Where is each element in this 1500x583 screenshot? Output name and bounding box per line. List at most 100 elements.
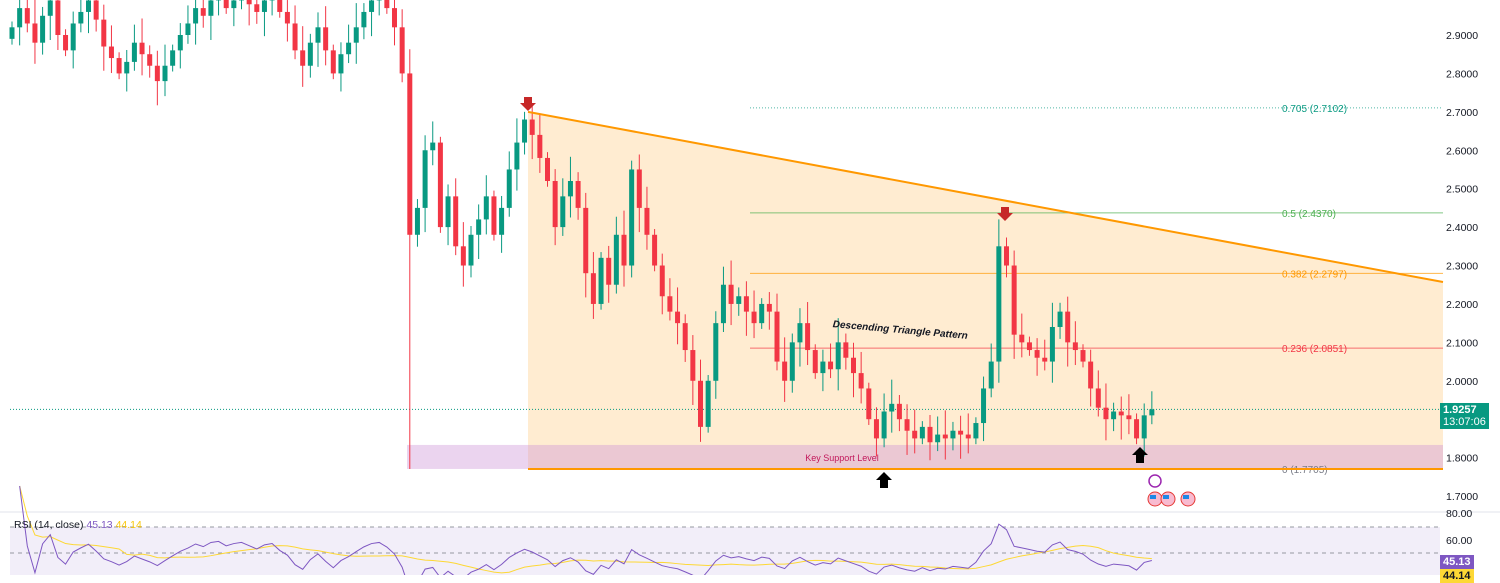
candle-body [928,427,933,442]
candle-body [629,169,634,265]
candle-body [683,323,688,350]
candle-body [591,273,596,304]
candle-body [507,169,512,207]
candle [415,199,420,247]
candle [48,0,53,40]
candle [469,226,474,277]
support-label: Key Support Level [805,453,879,463]
down-arrow-icon [520,97,536,111]
candle-body [851,358,856,373]
price-tick: 2.8000 [1446,68,1478,80]
candle [316,12,321,67]
candle-body [820,362,825,374]
candle-body [889,404,894,412]
candle-body [476,219,481,234]
candle-body [599,258,604,304]
rsi-title: RSI (14, close) [14,519,83,531]
fib-label: 0.236 (2.0851) [1282,344,1347,355]
candle-body [208,0,213,15]
candle [63,29,68,56]
candle [331,45,336,80]
candle-body [285,12,290,24]
candle [323,6,328,65]
candle [461,222,466,287]
candle-body [140,43,145,55]
candle-body [1119,412,1124,416]
candle-body [1073,342,1078,350]
candle [170,45,175,72]
rsi-tick: 80.00 [1446,508,1472,520]
candle-body [996,246,1001,361]
candle-body [316,27,321,42]
candle-body [48,0,53,15]
candle-body [170,50,175,65]
candle-body [1012,266,1017,335]
candle-body [354,27,359,42]
up-arrow-icon [876,472,892,488]
candle-body [10,27,15,39]
price-tick: 2.0000 [1446,376,1478,388]
candle-body [874,419,879,438]
candle [338,42,343,91]
candle-body [132,43,137,62]
candle-body [813,350,818,373]
candle-body [224,0,229,8]
candle-body [775,312,780,362]
candle-body [667,296,672,311]
rsi-legend: RSI (14, close) 45.13 44.14 [14,519,142,531]
candle [514,118,519,190]
candle [384,0,389,14]
rsi-band [10,527,1440,575]
candle-body [583,208,588,273]
candle [361,3,366,39]
candle-body [446,196,451,227]
candle-body [782,362,787,381]
candle [254,0,259,24]
candle [423,135,428,232]
rsi-ma-badge: 44.14 [1440,569,1474,583]
candle [629,161,634,278]
candle [94,0,99,32]
candle-body [752,312,757,324]
candle-body [537,135,542,158]
candle-body [1027,342,1032,350]
candle [522,112,527,155]
candle-body [361,12,366,27]
flag-canton [1150,495,1156,499]
candle-body [553,181,558,227]
candle-body [117,58,122,73]
candle [201,0,206,28]
candle-body [690,350,695,381]
candle-body [231,0,236,8]
candle-body [163,66,168,81]
candle-body [897,404,902,419]
candle [300,26,305,87]
candle-body [706,381,711,427]
candle [55,0,60,50]
candle [140,18,145,75]
candle-body [1058,312,1063,327]
candle-body [560,196,565,227]
candle [71,12,76,69]
current-price-badge: 1.9257 13:07:06 [1440,403,1489,429]
candle-body [905,419,910,431]
candle [17,0,22,45]
candle-body [866,388,871,419]
rsi-ma-value: 44.14 [116,519,142,531]
candle-body [25,8,30,23]
price-tick: 1.7000 [1446,491,1478,503]
candle-body [262,0,267,12]
candle-body [759,304,764,323]
candle-body [78,12,83,24]
candle-body [40,16,45,43]
candle-body [323,27,328,50]
candle [369,0,374,36]
candle [392,0,397,45]
flag-canton [1183,495,1189,499]
candle-body [1134,419,1139,438]
candle-body [576,181,581,208]
candle [262,0,267,36]
candle [430,121,435,165]
candle-body [522,120,527,143]
